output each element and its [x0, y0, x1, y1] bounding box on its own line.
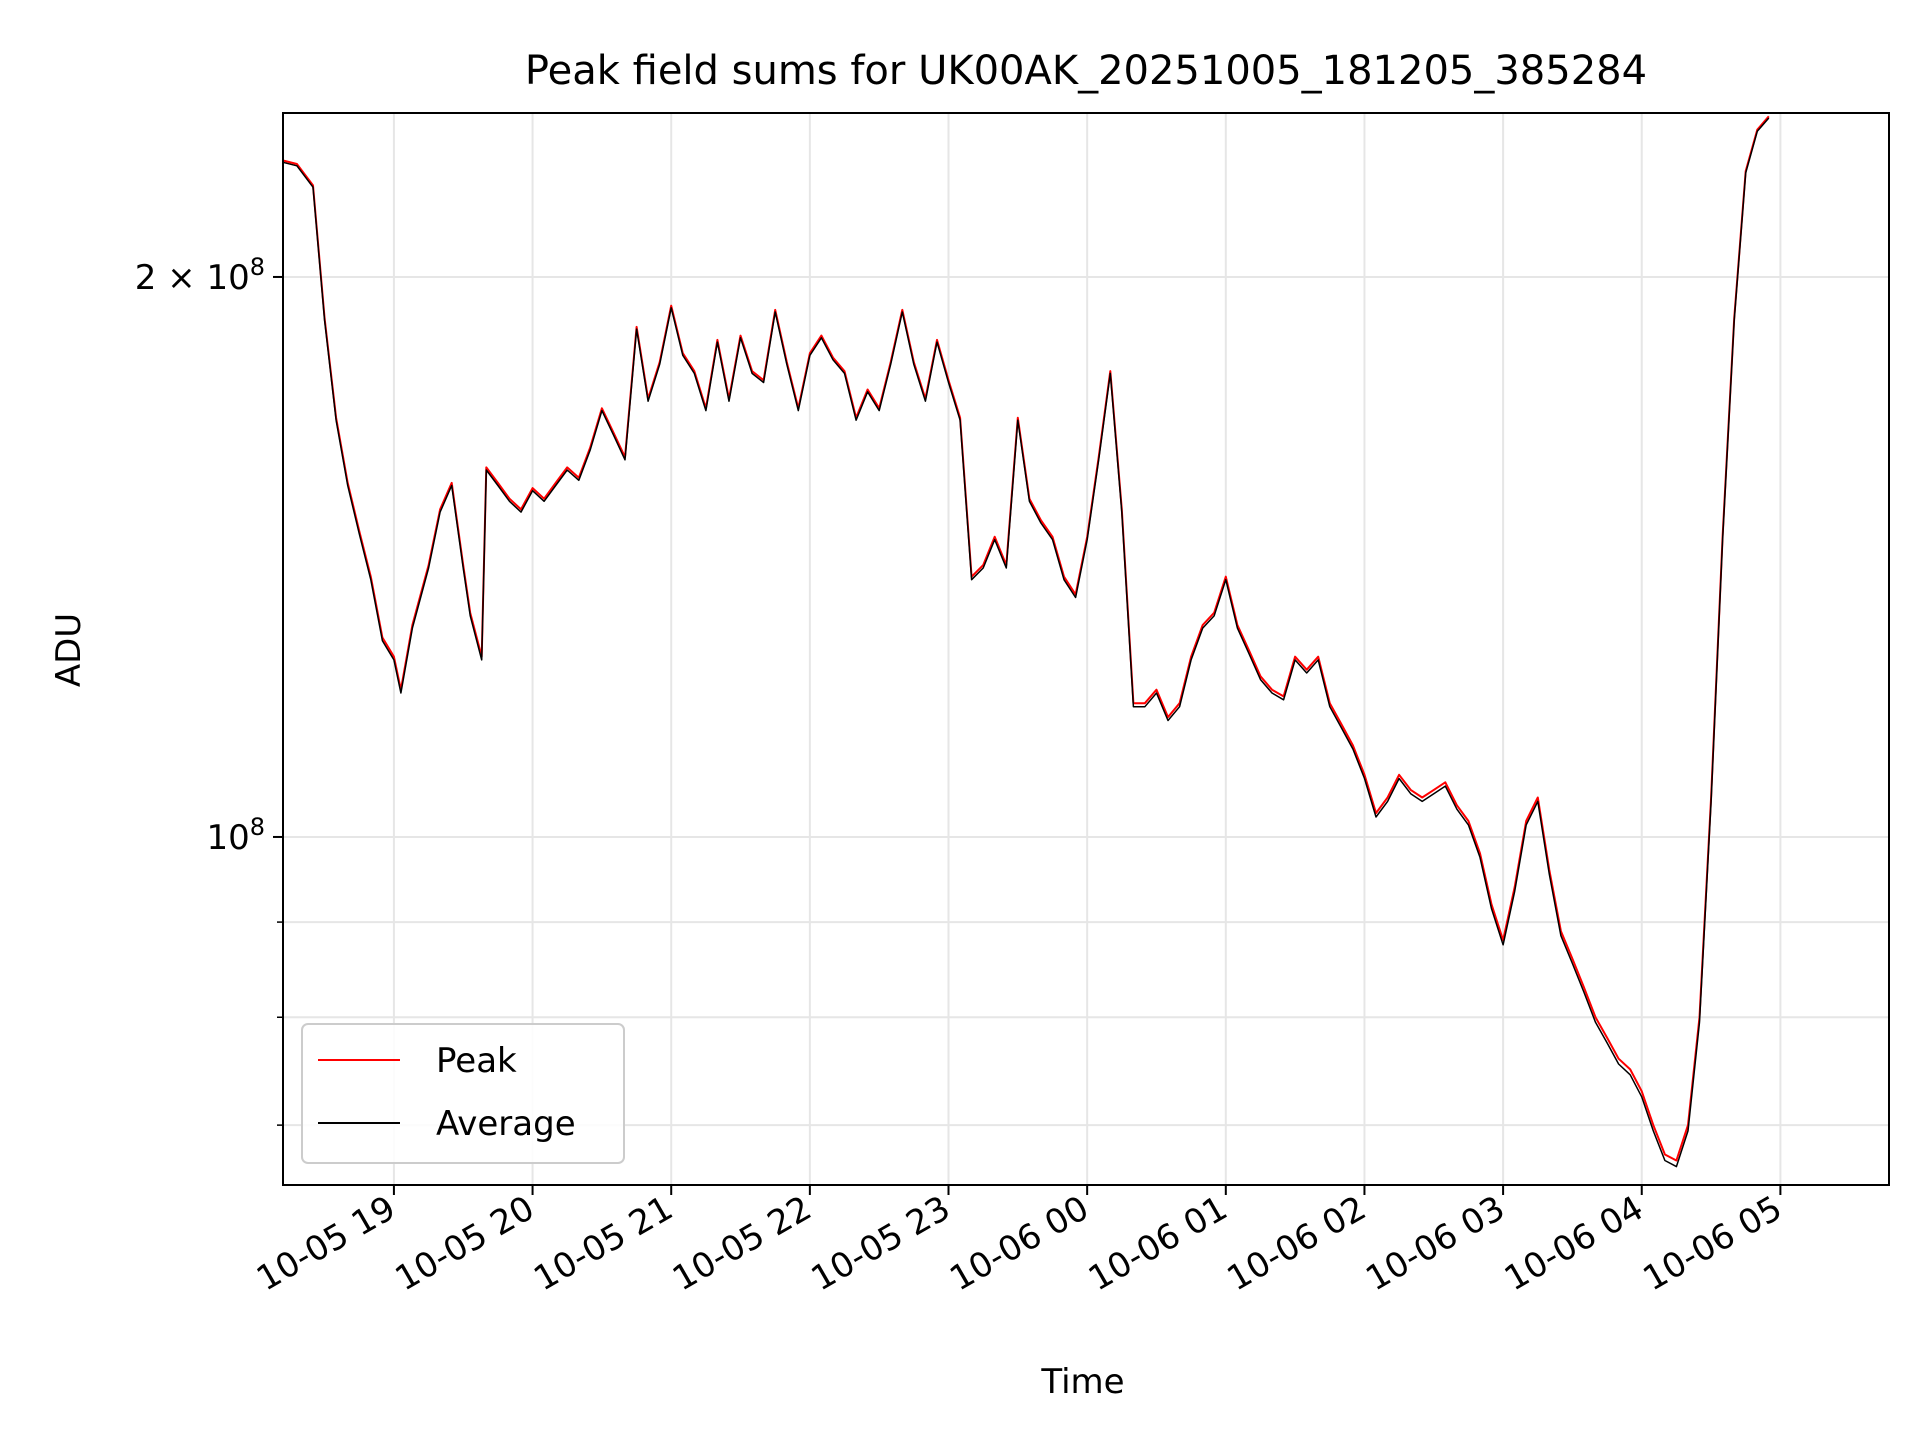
- series-lines: [282, 115, 1770, 1168]
- legend: Peak Average: [301, 1023, 625, 1164]
- y-tick-label: 2 × 108: [135, 253, 265, 298]
- y-tick-label: 108: [206, 813, 265, 858]
- legend-box: [301, 1023, 625, 1164]
- x-axis-label: Time: [1040, 1362, 1124, 1402]
- series-line-average: [282, 117, 1770, 1168]
- chart-title: Peak field sums for UK00AK_20251005_1812…: [525, 48, 1647, 94]
- y-axis-label: ADU: [49, 613, 89, 687]
- plot-frame: [282, 112, 1890, 1186]
- grid-lines: [283, 113, 1889, 1185]
- legend-label-average: Average: [436, 1104, 576, 1144]
- legend-label-peak: Peak: [436, 1041, 517, 1081]
